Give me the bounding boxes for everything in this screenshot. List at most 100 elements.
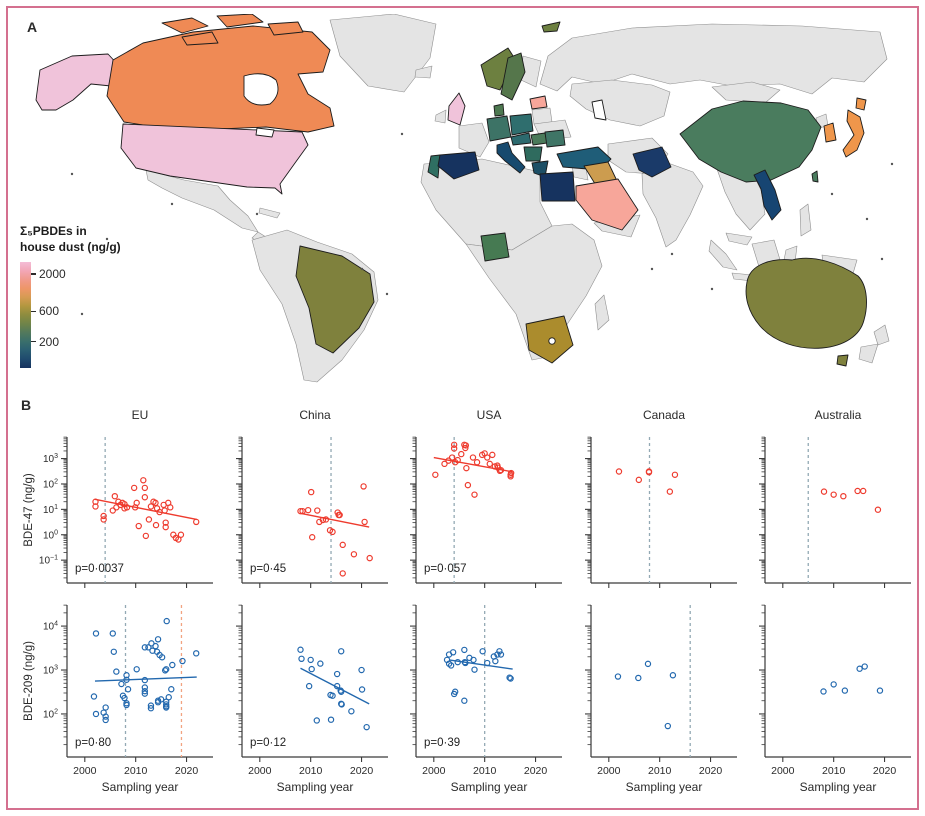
data-point [358, 666, 365, 674]
data-point [193, 518, 200, 526]
svg-text:10−1: 10−1 [39, 555, 58, 567]
country-france [458, 122, 490, 158]
column-title-usa: USA [477, 408, 502, 422]
svg-text:2000: 2000 [422, 765, 446, 777]
data-point [102, 704, 109, 711]
data-point [123, 672, 130, 679]
data-point [141, 687, 149, 695]
data-point [830, 491, 837, 498]
legend-tick-2000: 2000 [31, 267, 66, 281]
data-point [304, 506, 312, 514]
data-point [497, 466, 505, 474]
data-point [329, 528, 336, 536]
data-point [450, 441, 458, 448]
data-point [462, 659, 469, 667]
country-tasmania [836, 354, 849, 367]
data-point [152, 499, 159, 507]
country-ireland [434, 109, 447, 124]
country-taiwan [811, 170, 819, 183]
data-point [859, 487, 867, 495]
data-point [152, 521, 160, 529]
data-point [449, 649, 457, 656]
country-balkans [523, 146, 543, 162]
data-point [454, 658, 461, 666]
x-axis-label: Sampling year [626, 780, 703, 794]
svg-text:2000: 2000 [248, 765, 272, 777]
svg-text:104: 104 [43, 621, 58, 633]
data-point [309, 534, 316, 541]
data-point [506, 674, 513, 681]
x-axis-label: Sampling year [102, 780, 179, 794]
svg-text:2010: 2010 [822, 765, 846, 777]
data-point [841, 687, 849, 694]
country-canada-arctic-1 [161, 17, 209, 34]
data-point [163, 617, 170, 625]
x-axis-label: Sampling year [800, 780, 877, 794]
legend-tick-label: 2000 [39, 266, 66, 281]
data-point [157, 696, 165, 703]
data-point [445, 457, 452, 464]
data-point [90, 693, 98, 700]
data-point [133, 499, 140, 507]
data-point [92, 630, 100, 637]
data-point [313, 717, 320, 724]
country-egypt [539, 171, 576, 202]
data-point [123, 504, 131, 511]
data-point [141, 684, 149, 691]
data-point [615, 468, 623, 475]
country-latvia [529, 95, 548, 110]
data-point [363, 723, 370, 731]
data-point [856, 665, 863, 672]
trend-line [94, 676, 197, 682]
data-point [158, 654, 166, 661]
data-point [121, 694, 128, 702]
country-belarus [531, 107, 553, 125]
country-madagascar [594, 294, 610, 331]
data-point [110, 648, 118, 655]
hudson-bay [243, 73, 279, 106]
data-point [141, 484, 149, 492]
country-spain [437, 151, 480, 180]
svg-text:2020: 2020 [873, 765, 897, 777]
data-point [664, 722, 672, 730]
data-point [145, 516, 153, 523]
data-point [169, 661, 176, 669]
data-point [337, 648, 345, 655]
country-australia [745, 257, 867, 349]
data-point [338, 701, 345, 708]
country-germany [486, 115, 512, 142]
data-point [177, 531, 185, 538]
data-point [161, 507, 168, 514]
country-mexico [145, 169, 259, 233]
data-point [113, 668, 120, 675]
caspian-sea [591, 99, 607, 121]
country-portugal [427, 154, 441, 179]
p-value: p=0·45 [250, 563, 286, 575]
data-point [307, 656, 314, 664]
data-point [307, 488, 315, 496]
country-new-zealand-north [873, 324, 890, 346]
data-point [635, 674, 642, 682]
data-point [314, 507, 321, 514]
country-uk [447, 92, 466, 126]
legend-tick-200: 200 [31, 335, 59, 349]
world-map [35, 14, 894, 383]
data-point [141, 644, 149, 651]
country-philippines [799, 203, 812, 237]
svg-text:102: 102 [43, 708, 58, 720]
country-saudi-arabia [575, 178, 639, 231]
country-central-asia [569, 79, 671, 127]
data-point [486, 460, 493, 468]
country-south-korea [823, 122, 837, 143]
data-point [484, 659, 491, 667]
data-point [820, 688, 827, 695]
data-point [447, 662, 455, 669]
data-point [463, 464, 470, 472]
legend-title: Σ₅PBDEs in house dust (ng/g) [20, 224, 160, 255]
column-title-china: China [299, 408, 331, 422]
data-point [492, 657, 499, 665]
svg-text:103: 103 [43, 453, 58, 465]
data-point [861, 663, 868, 670]
column-title-eu: EU [132, 408, 149, 422]
p-value: p=0·0037 [75, 563, 124, 575]
